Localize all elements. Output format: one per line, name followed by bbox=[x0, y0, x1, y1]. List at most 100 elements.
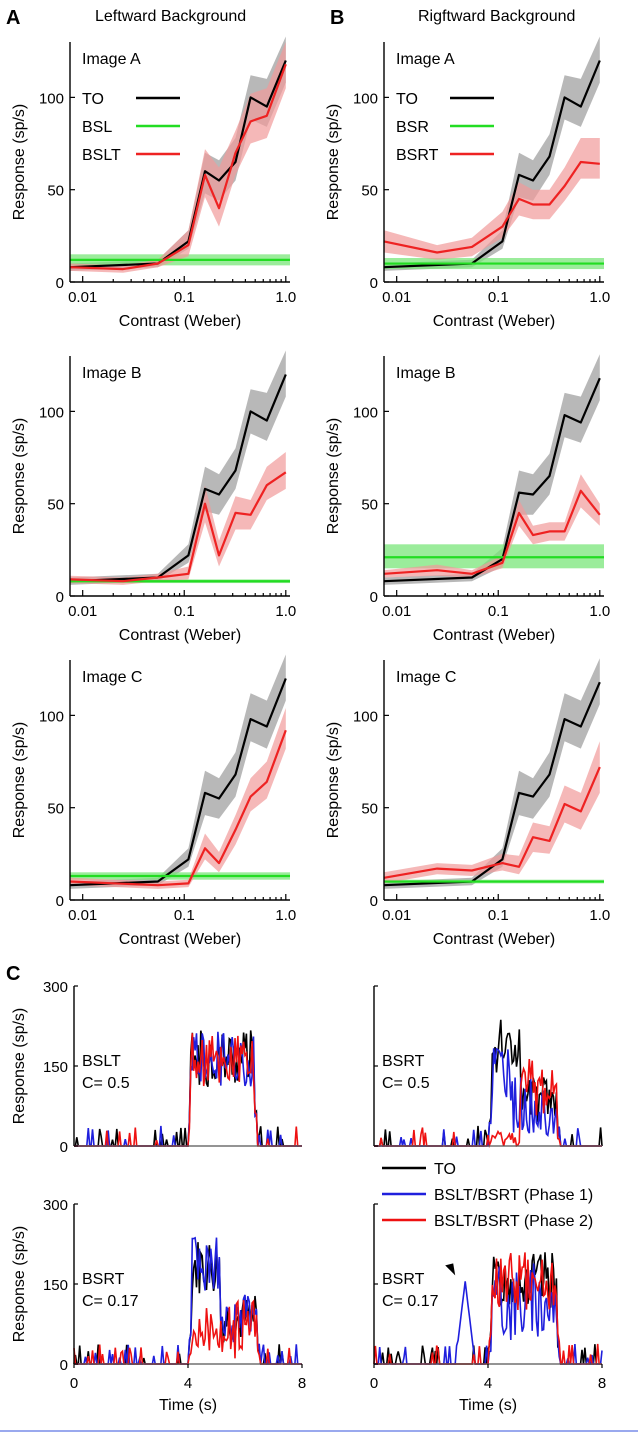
band-BSRT bbox=[384, 474, 600, 578]
annotation-label: BSRT bbox=[82, 1271, 125, 1288]
x-axis-label: Contrast (Weber) bbox=[433, 931, 555, 948]
series-line-TO bbox=[383, 60, 601, 269]
legend-label: TO bbox=[396, 91, 418, 108]
y-tick-label: 0 bbox=[60, 1357, 68, 1374]
x-tick-label: 0.01 bbox=[382, 603, 411, 620]
y-axis-label: Response (sp/s) bbox=[11, 1008, 28, 1125]
x-tick-label: 0.1 bbox=[174, 907, 195, 924]
legend-label: TO bbox=[82, 91, 104, 108]
x-tick-label: 0.01 bbox=[68, 603, 97, 620]
y-tick-label: 100 bbox=[353, 404, 378, 421]
annotation-label: C= 0.17 bbox=[382, 1293, 439, 1310]
x-axis-label: Contrast (Weber) bbox=[119, 627, 241, 644]
panel-letter-b: B bbox=[330, 7, 344, 29]
legend-label: BSLT/BSRT (Phase 2) bbox=[434, 1213, 593, 1230]
y-tick-label: 50 bbox=[361, 183, 378, 200]
x-tick-label: 0 bbox=[370, 1375, 378, 1392]
y-tick-label: 300 bbox=[43, 979, 68, 996]
y-tick-label: 100 bbox=[39, 404, 64, 421]
y-tick-label: 150 bbox=[43, 1277, 68, 1294]
legend-label: BSR bbox=[396, 119, 429, 136]
legend-label: BSLT bbox=[82, 147, 121, 164]
annotation-label: BSRT bbox=[382, 1053, 425, 1070]
x-tick-label: 0 bbox=[70, 1375, 78, 1392]
series-line-TO bbox=[69, 374, 287, 583]
y-axis-label: Response (sp/s) bbox=[11, 722, 28, 839]
bottom-rule bbox=[0, 1430, 638, 1432]
chart-B1: 0 50 100 0.01 0.1 1.0 Contrast (Weber) Response… bbox=[325, 36, 610, 330]
x-tick-label: 0.01 bbox=[68, 289, 97, 306]
arrowhead-icon bbox=[445, 1263, 456, 1276]
x-tick-label: 1.0 bbox=[275, 603, 296, 620]
y-tick-label: 0 bbox=[60, 1139, 68, 1156]
y-axis-label: Response (sp/s) bbox=[325, 418, 342, 535]
series-line-BSRT bbox=[383, 160, 600, 254]
x-tick-label: 1.0 bbox=[589, 907, 610, 924]
band-BSRT bbox=[384, 741, 600, 884]
x-axis-label: Contrast (Weber) bbox=[433, 313, 555, 330]
chart-A2: 0 50 100 0.01 0.1 1.0 Contrast (Weber) Response… bbox=[11, 350, 296, 644]
y-tick-label: 0 bbox=[56, 589, 64, 606]
panel-subtitle: Image A bbox=[82, 51, 141, 68]
psth-legend: TO BSLT/BSRT (Phase 1) BSLT/BSRT (Phase 2) bbox=[382, 1161, 593, 1230]
x-tick-label: 0.01 bbox=[382, 907, 411, 924]
panel-subtitle: Image C bbox=[396, 669, 456, 686]
y-tick-label: 50 bbox=[47, 497, 64, 514]
annotation-label: C= 0.17 bbox=[82, 1293, 139, 1310]
series-line-BSLT bbox=[69, 63, 287, 271]
legend-label: TO bbox=[434, 1161, 456, 1178]
plots-layer: 0 50 100 0.01 0.1 1.0 Contrast (Weber) Response… bbox=[11, 36, 610, 1414]
panel-letter-a: A bbox=[6, 7, 20, 29]
legend-label: BSLT/BSRT (Phase 1) bbox=[434, 1187, 593, 1204]
series-line-BSRT bbox=[383, 766, 601, 879]
x-tick-label: 1.0 bbox=[589, 289, 610, 306]
legend-label: BSL bbox=[82, 119, 112, 136]
legend-label: BSRT bbox=[396, 147, 439, 164]
y-tick-label: 0 bbox=[370, 893, 378, 910]
y-tick-label: 300 bbox=[43, 1197, 68, 1214]
x-tick-label: 0.1 bbox=[488, 907, 509, 924]
annotation-label: BSRT bbox=[382, 1271, 425, 1288]
y-tick-label: 100 bbox=[39, 708, 64, 725]
band-BSLT bbox=[70, 42, 286, 273]
y-tick-label: 0 bbox=[56, 275, 64, 292]
y-tick-label: 150 bbox=[43, 1059, 68, 1076]
x-tick-label: 8 bbox=[298, 1375, 306, 1392]
y-tick-label: 0 bbox=[370, 275, 378, 292]
series-line-BSLT bbox=[69, 729, 287, 887]
chart-B2: 0 50 100 0.01 0.1 1.0 Contrast (Weber) Response… bbox=[325, 354, 610, 644]
x-tick-label: 0.01 bbox=[68, 907, 97, 924]
chart-C2: BSRT C= 0.5 bbox=[373, 985, 603, 1149]
x-tick-label: 1.0 bbox=[589, 603, 610, 620]
y-tick-label: 100 bbox=[353, 90, 378, 107]
x-tick-label: 0.1 bbox=[174, 289, 195, 306]
column-title-right: Rigftward Background bbox=[418, 8, 575, 25]
series-line-BSRT bbox=[383, 489, 601, 575]
y-tick-label: 100 bbox=[353, 708, 378, 725]
x-axis-label: Contrast (Weber) bbox=[119, 931, 241, 948]
chart-A3: 0 50 100 0.01 0.1 1.0 Contrast (Weber) Response… bbox=[11, 654, 296, 948]
y-tick-label: 100 bbox=[39, 90, 64, 107]
x-tick-label: 1.0 bbox=[275, 907, 296, 924]
band-BSLT bbox=[70, 452, 286, 585]
series-line-TO bbox=[69, 678, 287, 887]
y-tick-label: 50 bbox=[361, 801, 378, 818]
x-tick-label: 0.01 bbox=[382, 289, 411, 306]
series-line-TO bbox=[383, 377, 601, 583]
series-line-BSLT bbox=[69, 471, 287, 583]
y-axis-label: Response (sp/s) bbox=[11, 1226, 28, 1343]
x-tick-label: 4 bbox=[484, 1375, 492, 1392]
y-axis-label: Response (sp/s) bbox=[11, 104, 28, 221]
band-TO bbox=[384, 658, 600, 889]
x-axis-label: Contrast (Weber) bbox=[433, 627, 555, 644]
x-tick-label: 4 bbox=[184, 1375, 192, 1392]
chart-C1: 0 150 300 Response (sp/s) BSLT C= 0.5 bbox=[11, 979, 302, 1156]
x-tick-label: 0.1 bbox=[488, 289, 509, 306]
y-tick-label: 50 bbox=[47, 183, 64, 200]
band-TO bbox=[70, 654, 286, 889]
panel-subtitle: Image B bbox=[82, 365, 142, 382]
column-title-left: Leftward Background bbox=[95, 8, 246, 25]
y-tick-label: 0 bbox=[370, 589, 378, 606]
panel-subtitle: Image C bbox=[82, 669, 142, 686]
